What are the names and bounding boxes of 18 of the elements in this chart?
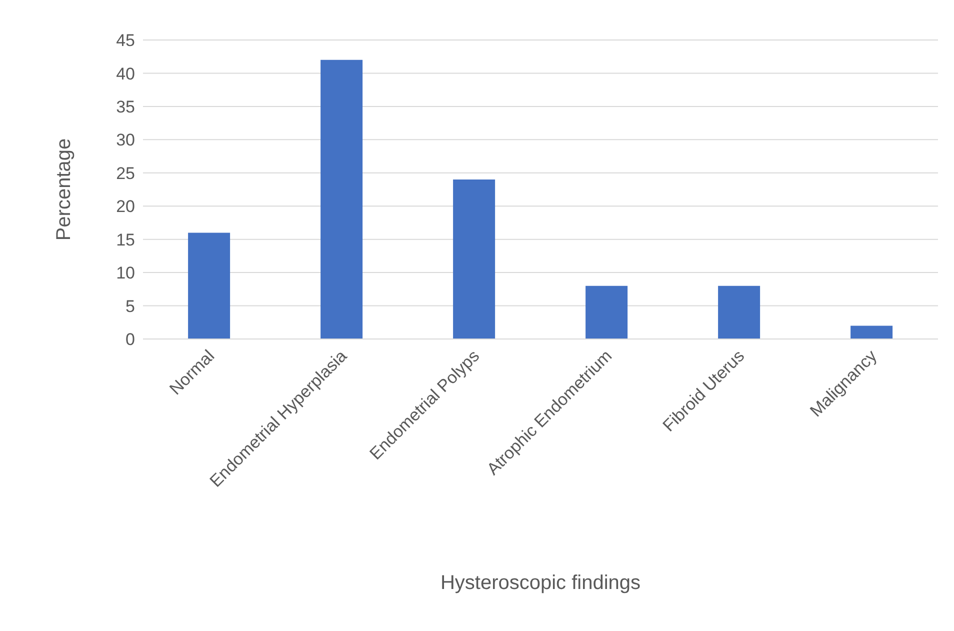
bar: [188, 232, 230, 339]
bar: [586, 286, 628, 339]
y-tick-label: 5: [126, 296, 135, 316]
y-tick-label: 10: [116, 264, 135, 283]
y-tick-label: 30: [116, 130, 135, 150]
y-tick-label: 25: [116, 164, 135, 183]
x-axis-title: Hysteroscopic findings: [440, 572, 641, 594]
y-tick-label: 20: [116, 197, 135, 216]
y-tick-label: 40: [116, 64, 135, 84]
y-tick-label: 45: [116, 31, 135, 50]
y-tick-label: 0: [126, 330, 135, 350]
y-axis-title: Percentage: [53, 138, 76, 241]
bar: [453, 180, 496, 339]
bar: [320, 60, 363, 339]
y-tick-label: 15: [116, 230, 135, 250]
y-tick-label: 35: [116, 97, 135, 116]
bar: [718, 286, 760, 339]
bar: [850, 326, 893, 339]
